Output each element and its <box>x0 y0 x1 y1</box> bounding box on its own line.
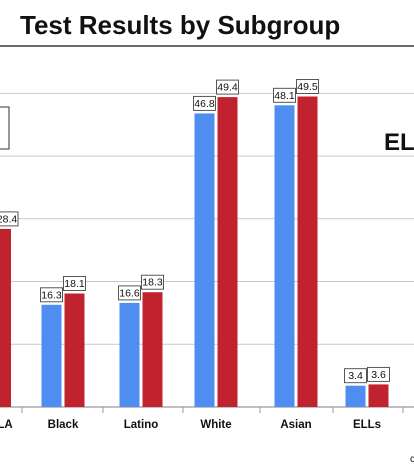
data-label-asian-s2-box <box>296 79 319 94</box>
category-label-white: White <box>200 419 231 431</box>
bar-latino-s2 <box>142 292 163 407</box>
bar-black-s1 <box>41 304 62 407</box>
data-label-latino-s2: 18.3 <box>142 277 163 289</box>
data-label-asian-s2: 49.5 <box>297 81 318 93</box>
bar-white-s2 <box>217 97 238 407</box>
side-label-ell: ELL <box>384 129 414 156</box>
data-label-latino-s1-box <box>118 285 141 301</box>
data-label-black-s2-box <box>63 276 86 291</box>
data-label-latino-s2-box <box>141 274 164 290</box>
data-label-white-s1: 46.8 <box>194 98 215 110</box>
data-label-black-s2: 18.1 <box>64 278 85 290</box>
bar-asian-s1 <box>274 105 295 408</box>
data-label-white-s2: 49.4 <box>217 82 238 94</box>
data-label-black-s1-box <box>40 287 63 303</box>
data-label-latino-s1: 16.6 <box>119 287 140 299</box>
bar-black-s2 <box>64 293 85 407</box>
bar-ells-s1 <box>345 385 366 407</box>
data-label-partial: 28.4 <box>0 213 17 225</box>
category-label-ells: ELLs <box>353 419 381 431</box>
data-label-white-s1-box <box>193 95 216 111</box>
category-labels-group: LA Black Latino White Asian ELLs <box>0 419 381 431</box>
data-label-asian-s1-box <box>273 87 296 103</box>
bars-group <box>0 96 389 408</box>
data-label-ells-s2-box <box>367 366 390 382</box>
footer-glyph: c <box>410 453 414 465</box>
data-label-black-s1: 16.3 <box>41 289 62 301</box>
legend-box-partial <box>0 106 10 150</box>
bar-ells-s2 <box>368 384 389 407</box>
bar-partial-red <box>0 228 11 407</box>
data-label-ells-s1-box <box>344 368 367 384</box>
category-label-asian: Asian <box>280 419 311 431</box>
data-labels-group: 28.4 16.318.1 16.618.3 46.849.4 48.149.5 3.4 3… <box>0 79 390 384</box>
category-label-black: Black <box>48 419 79 431</box>
category-label-latino: Latino <box>124 419 159 431</box>
data-label-ells-s1: 3.4 <box>348 370 363 382</box>
bar-latino-s1 <box>119 302 140 407</box>
bar-asian-s2 <box>297 96 318 407</box>
data-label-asian-s1: 48.1 <box>274 90 295 102</box>
data-label-white-s2-box <box>216 79 239 95</box>
chart-title: Test Results by Subgroup <box>20 10 340 40</box>
data-label-ells-s2: 3.6 <box>371 369 386 381</box>
category-label-partial: LA <box>0 419 13 431</box>
data-label-partial-box <box>0 211 19 227</box>
bar-white-s1 <box>194 113 215 408</box>
